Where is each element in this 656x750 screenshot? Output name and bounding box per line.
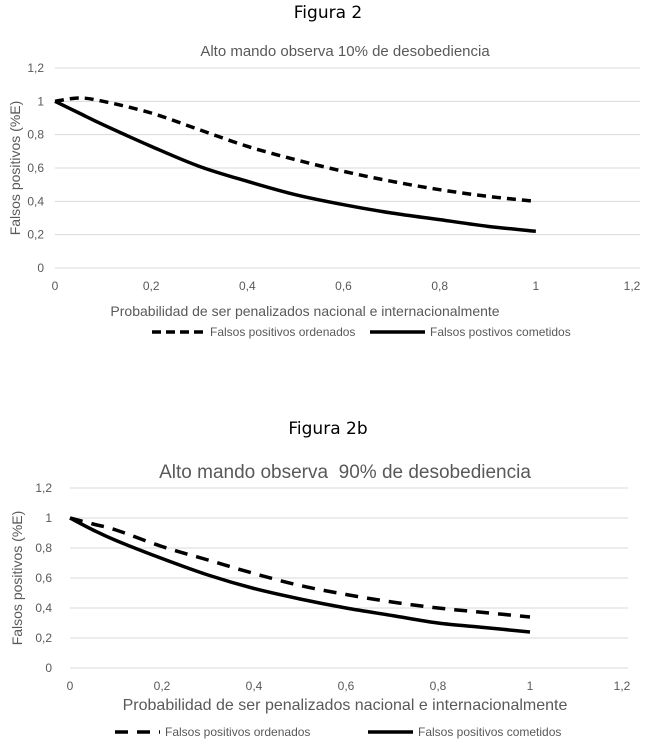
y-axis-label: Falsos positivos (%E)	[9, 511, 25, 646]
y-tick-label: 0,4	[27, 194, 44, 208]
y-tick-label: 0,2	[35, 631, 52, 645]
x-tick-label: 1	[527, 679, 534, 693]
x-axis-label: Probabilidad de ser penalizados nacional…	[123, 697, 568, 714]
y-tick-label: 0,4	[35, 601, 52, 615]
x-tick-label: 0,6	[338, 679, 355, 693]
y-tick-label: 1,2	[35, 481, 52, 495]
legend-label: Falsos positivos cometidos	[418, 725, 561, 739]
x-tick-label: 0,4	[246, 679, 263, 693]
y-tick-label: 0,8	[35, 541, 52, 555]
figure-label: Figura 2b	[288, 419, 367, 439]
legend-label: Falsos positivos ordenados	[165, 725, 310, 739]
y-tick-label: 0	[45, 661, 52, 675]
x-tick-label: 1,2	[614, 679, 631, 693]
y-tick-label: 0	[37, 261, 44, 275]
chart-1: Figura 2 Alto mando observa 10% de desobe…	[7, 3, 641, 339]
series-line-cometidos	[69, 516, 531, 634]
x-tick-label: 0,8	[431, 279, 448, 293]
chart-2: Figura 2b Alto mando observa 90% de desob…	[9, 419, 631, 739]
legend-label: Falsos positivos ordenados	[210, 325, 355, 339]
x-tick-label: 1	[532, 279, 539, 293]
y-tick-label: 1	[37, 94, 44, 108]
y-tick-label: 0,6	[35, 571, 52, 585]
y-tick-label: 0,6	[27, 161, 44, 175]
y-tick-label: 1	[45, 511, 52, 525]
chart-title: Alto mando observa 10% de desobediencia	[200, 43, 490, 60]
series-line-ordenados	[69, 516, 531, 619]
x-tick-label: 0	[52, 279, 59, 293]
x-tick-label: 0,2	[143, 279, 160, 293]
x-tick-label: 1,2	[624, 279, 641, 293]
series-line-cometidos	[54, 99, 537, 234]
x-tick-label: 0	[67, 679, 74, 693]
figure-label: Figura 2	[294, 3, 362, 23]
x-tick-label: 0,2	[154, 679, 171, 693]
x-tick-label: 0,4	[239, 279, 256, 293]
x-tick-label: 0,8	[430, 679, 447, 693]
chart-title: Alto mando observa 90% de desobediencia	[159, 462, 531, 483]
legend-label: Falsos postivos cometidos	[430, 325, 571, 339]
series-line-ordenados	[54, 96, 537, 204]
y-tick-label: 1,2	[27, 61, 44, 75]
x-axis-label: Probabilidad de ser penalizados nacional…	[110, 303, 499, 319]
y-tick-label: 0,8	[27, 128, 44, 142]
y-tick-label: 0,2	[27, 228, 44, 242]
y-axis-label: Falsos positivos (%E)	[7, 101, 23, 236]
x-tick-label: 0,6	[335, 279, 352, 293]
